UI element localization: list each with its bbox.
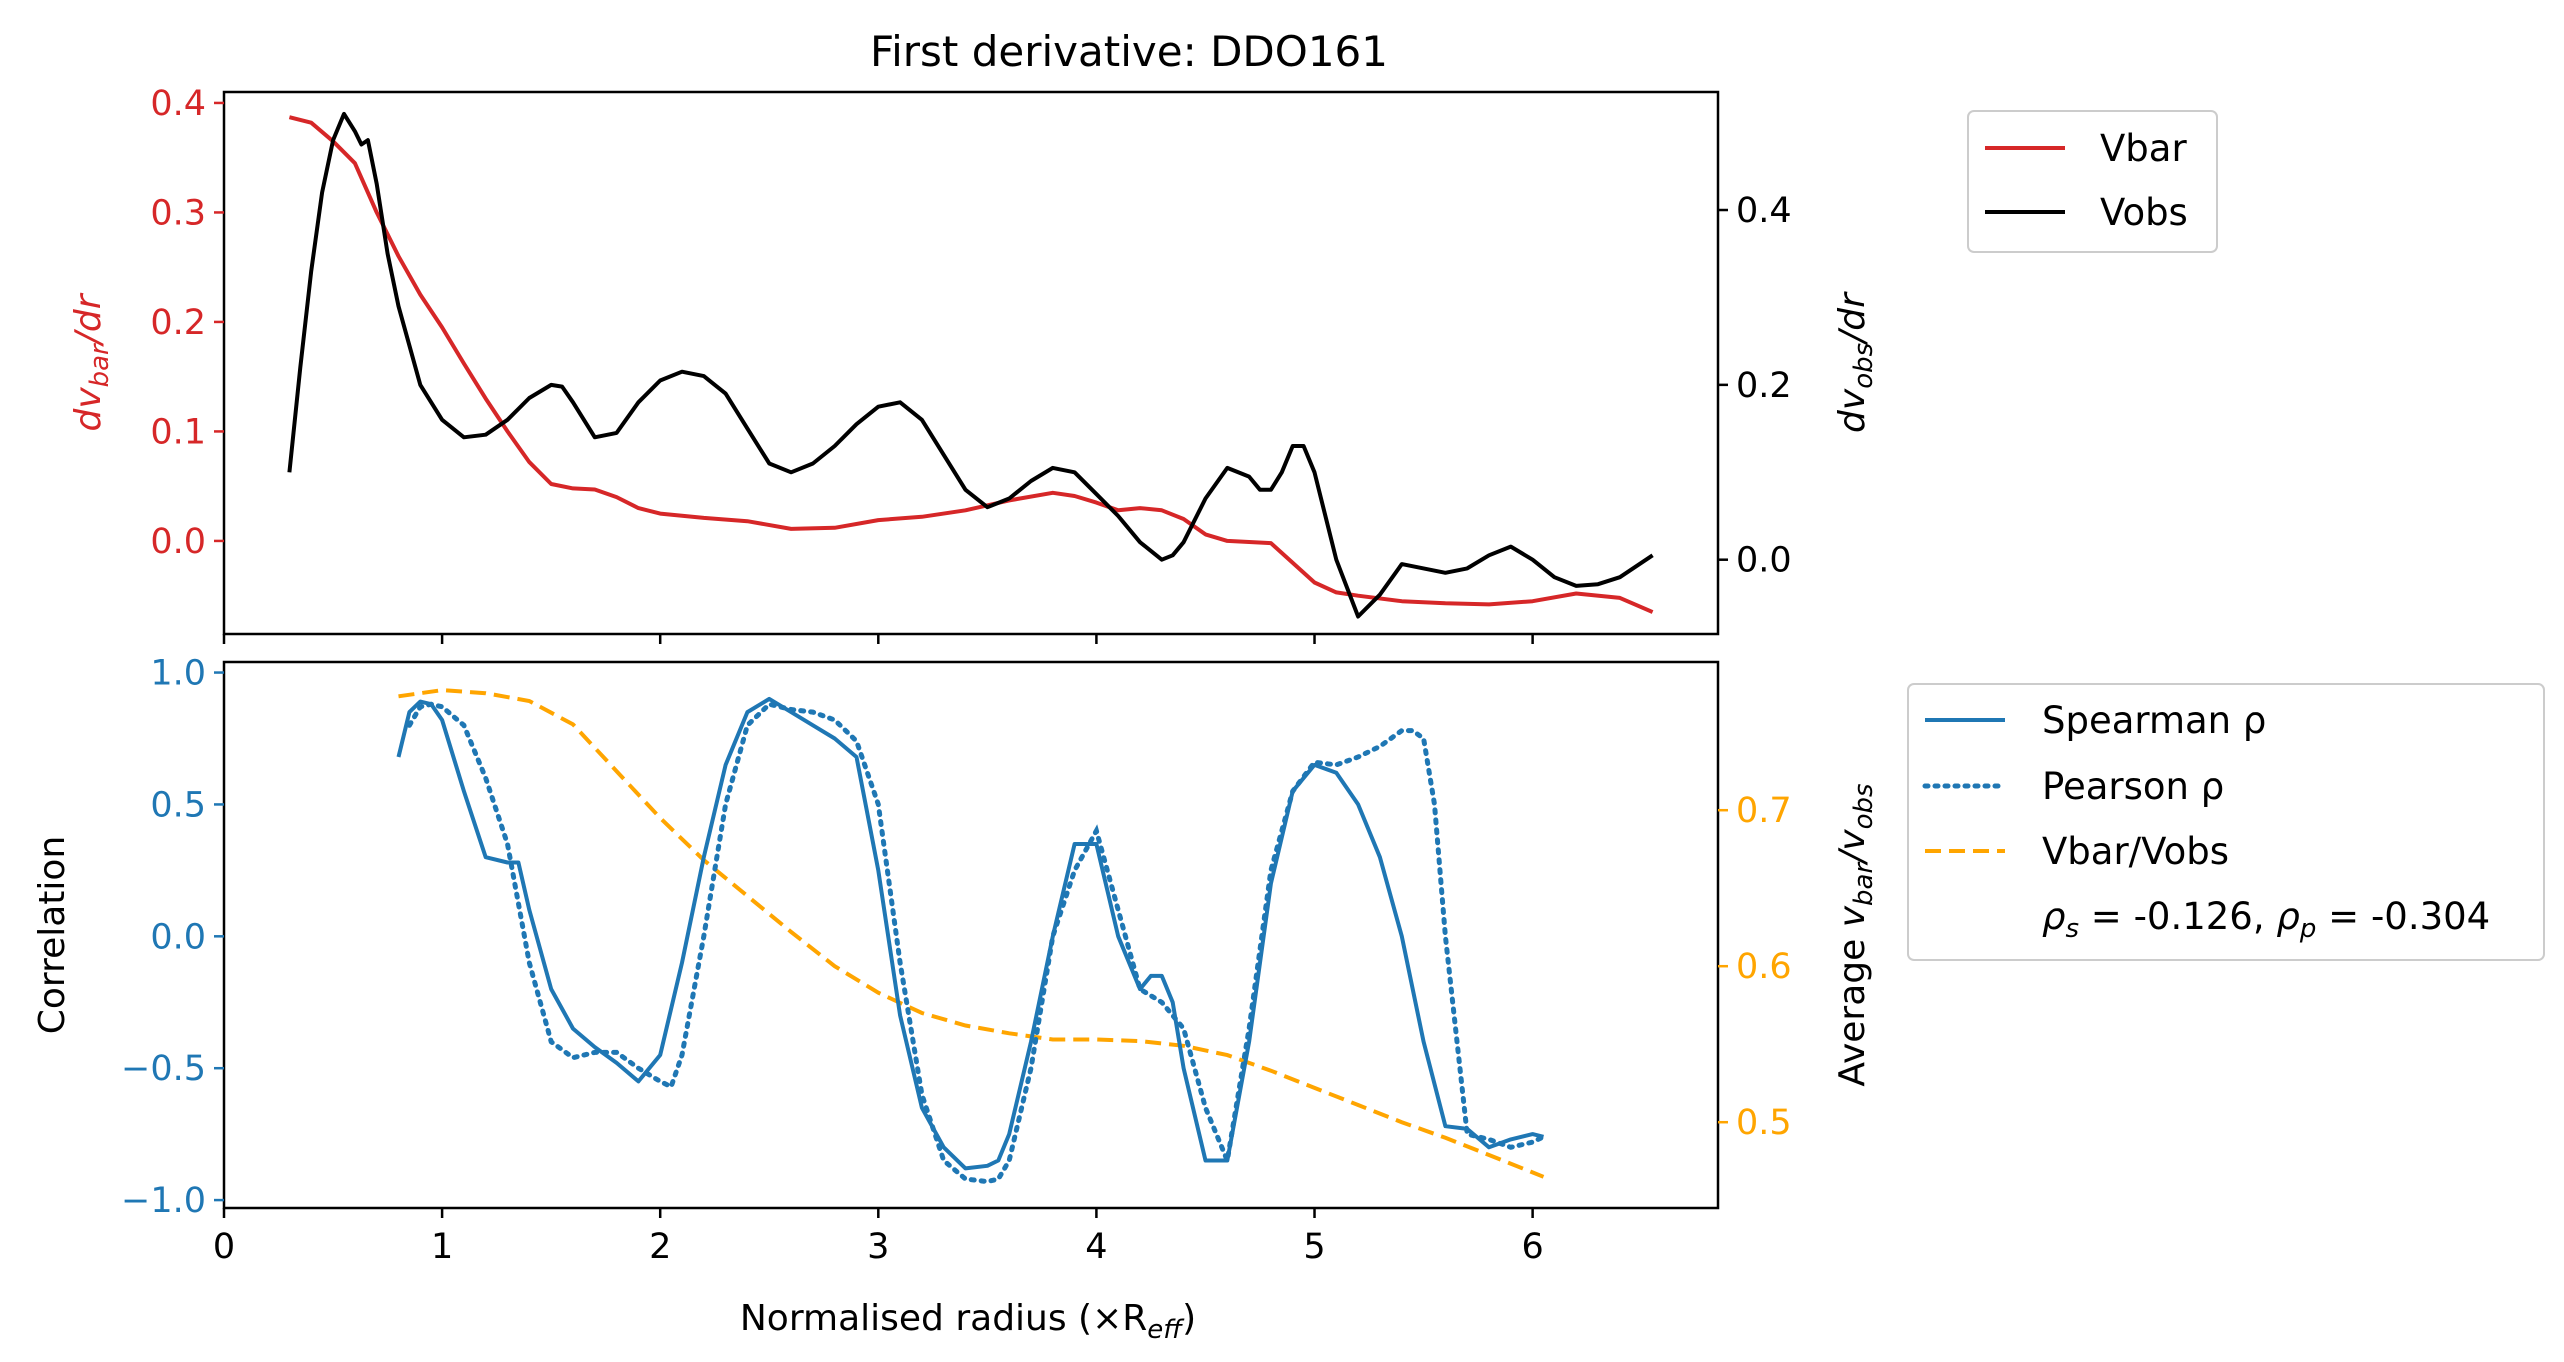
top-legend: Vbar Vobs — [1967, 110, 2218, 253]
series-vbar-line — [288, 115, 1654, 614]
series-vobs-line — [287, 111, 1654, 619]
bottom-x-tick-label: 5 — [1303, 1227, 1325, 1267]
bottom-x-tick-label: 4 — [1085, 1227, 1107, 1267]
legend-vobs-label: Vobs — [2100, 191, 2188, 234]
bottom-right-ylabel: Average vbar/vobs — [1832, 783, 1879, 1086]
top-left-y-ticks: 0.0 0.1 0.2 0.3 0.4 — [150, 84, 224, 562]
bottom-legend-frame — [1907, 683, 2545, 961]
top-right-ylabel: dvobs/dr — [1832, 291, 1879, 433]
top-left-tick-label: 0.1 — [150, 412, 206, 452]
legend-spearman-label: Spearman ρ — [2042, 699, 2266, 742]
bottom-right-tick-label: 0.6 — [1736, 947, 1792, 987]
bottom-right-y-ticks: 0.5 0.6 0.7 — [1718, 791, 1792, 1143]
stat-rho-s: -0.126 — [2134, 895, 2253, 938]
top-right-tick-label: 0.0 — [1736, 541, 1792, 581]
legend-stats-annotation: ρs = -0.126, ρp = -0.304 — [2042, 895, 2490, 944]
top-left-tick-label: 0.2 — [150, 303, 206, 343]
bottom-x-tick-label: 3 — [867, 1227, 889, 1267]
top-right-tick-label: 0.4 — [1736, 191, 1792, 231]
bottom-left-tick-label: −0.5 — [121, 1049, 206, 1089]
bottom-legend: Spearman ρ Pearson ρ Vbar/Vobs ρs = -0.1… — [1907, 683, 2545, 961]
bottom-left-tick-label: 1.0 — [150, 654, 206, 694]
top-left-tick-label: 0.0 — [150, 522, 206, 562]
bottom-left-tick-label: 0.5 — [150, 785, 206, 825]
bottom-left-tick-label: −1.0 — [121, 1181, 206, 1221]
bottom-x-tick-label: 6 — [1521, 1227, 1543, 1267]
bottom-panel: 0 1 2 3 4 5 6 −1.0 −0.5 0.0 0.5 1.0 0.5 0.6 0.7 Norm… — [32, 654, 2545, 1345]
top-plot-frame — [222, 90, 1720, 636]
x-axis-label-main: Normalised radius (×R — [740, 1298, 1147, 1339]
stat-rho-p: -0.304 — [2371, 895, 2490, 938]
series-vbar-vobs-ratio-line — [398, 688, 1545, 1179]
top-panel: First derivative: DDO161 0.0 0.1 0.2 0.3 0.4… — [68, 27, 2218, 644]
bottom-x-tick-label: 2 — [649, 1227, 671, 1267]
x-axis-label-sub: eff — [1147, 1315, 1185, 1345]
top-series-group — [287, 111, 1654, 619]
top-right-tick-label: 0.2 — [1736, 366, 1792, 406]
bottom-x-tick-label: 1 — [431, 1227, 453, 1267]
x-axis-label: Normalised radius (×Reff) — [740, 1298, 1196, 1345]
legend-ratio-label: Vbar/Vobs — [2042, 830, 2229, 873]
series-spearman-line — [396, 696, 1544, 1171]
top-left-ylabel: dvbar/dr — [68, 292, 115, 431]
bottom-series-group — [396, 688, 1546, 1185]
top-x-ticks — [222, 634, 1534, 644]
legend-pearson-label: Pearson ρ — [2042, 765, 2224, 808]
bottom-right-tick-label: 0.5 — [1736, 1103, 1792, 1143]
bottom-x-ticks: 0 1 2 3 4 5 6 — [213, 1208, 1544, 1267]
top-left-tick-label: 0.3 — [150, 193, 206, 233]
bottom-left-tick-label: 0.0 — [150, 917, 206, 957]
x-axis-label-close: ) — [1182, 1298, 1196, 1339]
series-pearson-line — [406, 701, 1546, 1185]
bottom-left-ylabel: Correlation — [32, 836, 73, 1035]
bottom-x-tick-label: 0 — [213, 1227, 235, 1267]
bottom-left-y-ticks: −1.0 −0.5 0.0 0.5 1.0 — [121, 654, 224, 1221]
bottom-plot-frame — [222, 660, 1720, 1210]
chart-title: First derivative: DDO161 — [870, 27, 1388, 76]
top-right-y-ticks: 0.0 0.2 0.4 — [1718, 191, 1792, 581]
top-left-tick-label: 0.4 — [150, 84, 206, 124]
bottom-right-tick-label: 0.7 — [1736, 791, 1792, 831]
legend-vbar-label: Vbar — [2100, 127, 2187, 170]
